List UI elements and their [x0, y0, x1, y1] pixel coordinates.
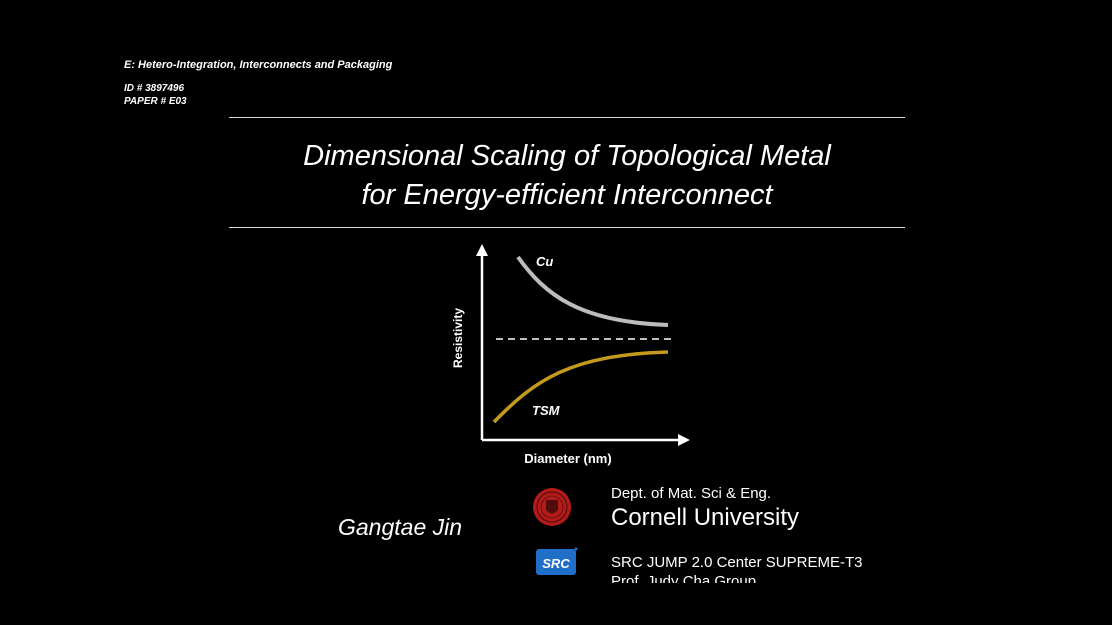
title-line-2: for Energy-efficient Interconnect	[361, 179, 773, 211]
conference-line: EMC 2025, UC Santa Barbara	[120, 39, 390, 61]
tsm-series-line	[492, 350, 669, 424]
title-line-1: Dimensional Scaling of Topological Metal	[303, 140, 831, 172]
department-label: Dept. of Mat. Sci & Eng.	[611, 485, 772, 502]
title-bottom-rule	[229, 227, 905, 228]
cornell-seal-icon	[533, 488, 571, 526]
university-name: Cornell University	[611, 504, 800, 531]
x-axis-label: Diameter (nm)	[524, 451, 611, 466]
y-axis-arrow	[476, 244, 488, 256]
page-title: Dimensional Scaling of Topological Metal…	[229, 137, 905, 215]
id-line: ID # 3897496	[124, 83, 185, 94]
cu-series-line	[516, 255, 669, 327]
y-axis-label: Resistivity	[451, 308, 465, 368]
resistivity-chart: Cu TSM Resistivity Diameter (nm)	[451, 244, 690, 466]
cu-label: Cu	[536, 254, 553, 269]
session-label: E: Hetero-Integration, Interconnects and…	[124, 59, 393, 71]
svg-text:SRC: SRC	[542, 556, 570, 571]
x-axis-arrow	[678, 434, 690, 446]
title-top-rule	[229, 117, 905, 118]
paper-line: PAPER # E03	[124, 96, 187, 107]
date-line: June 25 - 2025	[868, 39, 1002, 61]
author-name: Gangtae Jin	[338, 514, 463, 540]
paper-ids: ID # 3897496 PAPER # E03	[124, 82, 187, 108]
group-line: Prof. Judy Cha Group	[611, 573, 757, 583]
src-logo-icon: SRC	[536, 547, 578, 575]
tsm-label: TSM	[532, 403, 561, 418]
src-center-label: SRC JUMP 2.0 Center SUPREME-T3	[611, 554, 863, 571]
